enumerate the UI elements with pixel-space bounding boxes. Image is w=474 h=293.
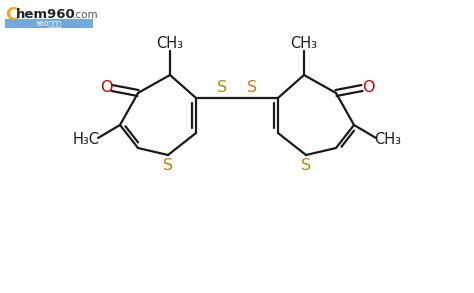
Bar bbox=[5, 19, 93, 28]
Text: O: O bbox=[100, 81, 112, 96]
Text: H₃C: H₃C bbox=[73, 132, 100, 147]
Text: 960化工网: 960化工网 bbox=[36, 20, 62, 27]
Text: S: S bbox=[247, 81, 257, 96]
Text: CH₃: CH₃ bbox=[374, 132, 401, 147]
Text: C: C bbox=[5, 6, 18, 24]
Text: CH₃: CH₃ bbox=[156, 35, 183, 50]
Text: O: O bbox=[362, 81, 374, 96]
Text: S: S bbox=[217, 81, 227, 96]
Text: CH₃: CH₃ bbox=[291, 35, 318, 50]
Text: hem960: hem960 bbox=[16, 8, 76, 21]
Text: .com: .com bbox=[73, 10, 99, 20]
Text: S: S bbox=[163, 158, 173, 173]
Text: S: S bbox=[301, 158, 311, 173]
